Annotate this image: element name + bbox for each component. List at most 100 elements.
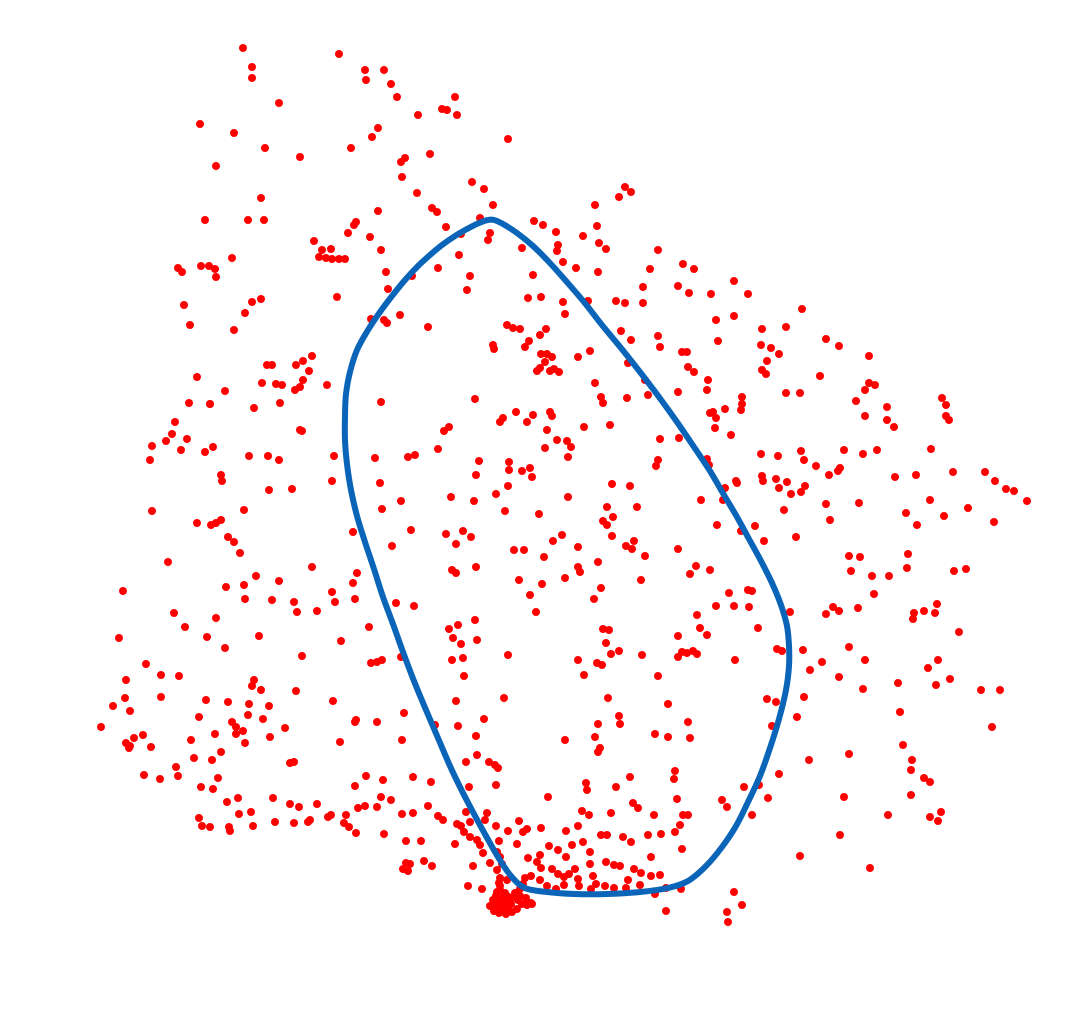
data-point: [552, 228, 560, 236]
data-point: [518, 467, 526, 475]
data-point: [257, 686, 265, 694]
data-point: [725, 589, 733, 597]
data-point: [683, 348, 691, 356]
data-point: [404, 867, 412, 875]
data-point: [224, 698, 232, 706]
data-point: [156, 775, 164, 783]
data-point: [615, 193, 623, 201]
data-point: [639, 283, 647, 291]
data-point: [630, 537, 638, 545]
data-point: [845, 643, 853, 651]
data-point: [798, 305, 806, 313]
data-point: [466, 818, 474, 826]
data-point: [290, 819, 298, 827]
data-point: [140, 771, 148, 779]
data-point: [555, 368, 563, 376]
data-point: [627, 336, 635, 344]
data-point: [523, 825, 531, 833]
data-point: [758, 472, 766, 480]
data-point: [528, 473, 536, 481]
data-point: [523, 418, 531, 426]
data-point: [368, 133, 376, 141]
data-point: [373, 718, 381, 726]
data-point: [480, 185, 488, 193]
data-point: [868, 572, 876, 580]
data-point: [272, 380, 280, 388]
data-point: [392, 599, 400, 607]
data-point: [1010, 487, 1018, 495]
data-point: [554, 870, 562, 878]
data-point: [574, 543, 582, 551]
data-point: [240, 581, 248, 589]
data-point: [579, 838, 587, 846]
data-point: [398, 173, 406, 181]
data-point: [170, 609, 178, 617]
data-point: [434, 264, 442, 272]
data-point: [175, 672, 183, 680]
data-point: [537, 350, 545, 358]
data-point: [217, 748, 225, 756]
data-point: [327, 245, 335, 253]
data-point: [754, 624, 762, 632]
data-point: [589, 872, 597, 880]
data-point: [443, 106, 451, 114]
data-point: [796, 852, 804, 860]
data-point: [548, 412, 556, 420]
data-point: [148, 442, 156, 450]
data-point: [328, 588, 336, 596]
data-point: [351, 718, 359, 726]
data-point: [861, 386, 869, 394]
data-point: [595, 239, 603, 247]
data-point: [883, 416, 891, 424]
data-point: [493, 866, 501, 874]
data-point: [641, 552, 649, 560]
data-point: [406, 860, 414, 868]
data-point: [495, 837, 503, 845]
data-point: [738, 901, 746, 909]
data-point: [342, 811, 350, 819]
data-point: [896, 708, 904, 716]
data-point: [745, 603, 753, 611]
data-point: [288, 485, 296, 493]
data-point: [594, 748, 602, 756]
data-point: [473, 751, 481, 759]
data-point: [730, 312, 738, 320]
data-point: [186, 321, 194, 329]
data-point: [201, 448, 209, 456]
data-point: [908, 756, 916, 764]
data-point: [852, 397, 860, 405]
data-point: [870, 590, 878, 598]
data-point: [610, 884, 618, 892]
data-point: [818, 658, 826, 666]
data-point: [612, 297, 620, 305]
data-point: [554, 241, 562, 249]
data-point: [455, 251, 463, 259]
data-point: [505, 458, 513, 466]
data-point: [647, 853, 655, 861]
data-point: [946, 675, 954, 683]
data-point: [792, 533, 800, 541]
data-point: [636, 881, 644, 889]
data-point: [323, 381, 331, 389]
data-point: [121, 694, 129, 702]
data-point: [707, 290, 715, 298]
data-point: [454, 722, 462, 730]
data-point: [115, 634, 123, 642]
data-point: [674, 545, 682, 553]
data-point: [226, 827, 234, 835]
data-point: [335, 255, 343, 263]
data-point: [678, 845, 686, 853]
data-point: [427, 778, 435, 786]
data-point: [462, 758, 470, 766]
contour-line: [341, 216, 793, 898]
data-point: [542, 325, 550, 333]
data-point: [924, 664, 932, 672]
data-point: [500, 694, 508, 702]
data-point: [452, 697, 460, 705]
data-point: [265, 486, 273, 494]
data-point: [738, 393, 746, 401]
data-point: [652, 462, 660, 470]
data-point: [125, 744, 133, 752]
data-point: [501, 889, 509, 897]
data-point: [187, 736, 195, 744]
